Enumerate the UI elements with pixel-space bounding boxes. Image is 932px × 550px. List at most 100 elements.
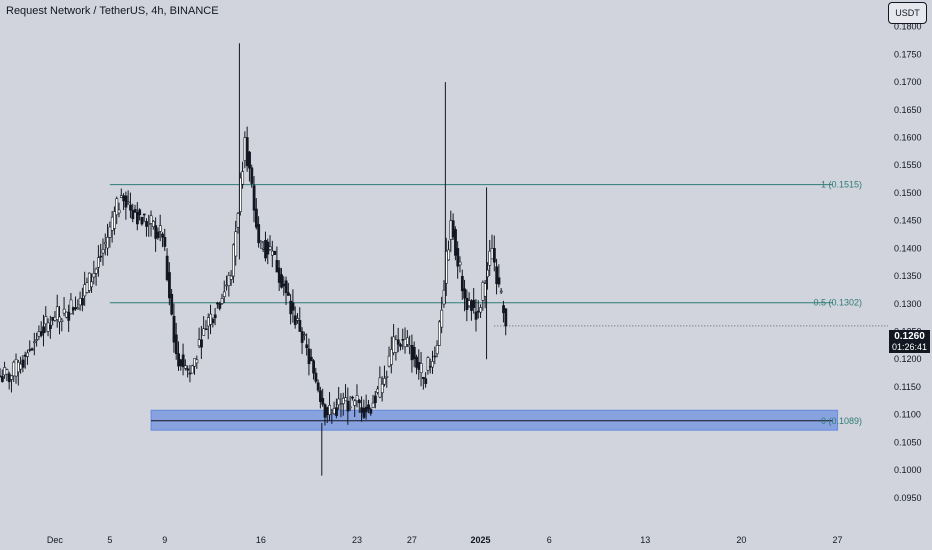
candle-body [435,345,439,355]
x-tick-label: Dec [47,535,64,545]
candle-body [26,352,29,357]
candle-body [204,328,208,331]
x-tick-label: 13 [640,535,650,545]
candle-body [273,250,277,255]
candle-body [426,357,430,371]
candle-body [298,320,302,332]
x-tick-label: 2025 [471,535,491,545]
y-tick-label: 0.1100 [894,410,921,420]
candle-body [307,348,311,365]
candle-body [335,407,338,416]
candle-body [170,293,174,315]
x-tick-label: 9 [162,535,167,545]
candle-body [28,349,32,351]
candle-body [133,209,137,213]
candle-body [142,213,146,216]
candle-body [179,359,183,367]
candle-body [222,291,226,297]
candle-body [364,406,368,413]
candle-body [433,355,437,358]
candle-body [195,359,199,364]
fib-level-label: 1 (0.1515) [821,180,862,190]
candle-body [490,248,494,260]
candle-body [339,403,343,405]
candle-body [284,280,288,294]
candle-body [168,272,171,299]
candle-body [396,339,400,345]
candle-body [293,315,297,325]
candle-body [254,208,258,228]
candle-body [401,339,405,341]
candle-body [378,377,382,398]
candle-body [225,284,229,287]
candle-body [346,400,350,412]
candle-body [367,404,370,410]
candle-body [131,210,135,220]
x-tick-label: 27 [833,535,843,545]
candle-body [103,241,107,245]
candle-body [241,171,245,185]
candle-body [99,255,103,258]
currency-selector[interactable]: USDT [888,2,927,24]
candle-body [403,338,407,347]
candle-body [451,220,455,238]
candle-body [39,331,43,336]
candle-body [126,201,130,204]
candle-body [117,209,121,214]
y-tick-label: 0.1600 [894,133,922,143]
candle-body [67,311,71,321]
candle-body [497,277,501,285]
candle-body [193,358,197,367]
candle-body [42,326,45,334]
candle-body [49,325,52,329]
candle-body [177,353,180,367]
candle-body [481,282,485,301]
candle-body [234,231,238,257]
candle-body [385,376,389,378]
candle-body [332,408,336,415]
candle-body [69,299,73,315]
candle-body [145,221,148,227]
candle-body [232,244,235,277]
support-zone [150,409,839,431]
candle-body [19,363,23,370]
candle-body [323,404,327,418]
candle-body [51,316,55,321]
candle-body [149,215,153,224]
candle-body [129,204,132,211]
candle-body [417,362,421,370]
candle-body [44,316,48,325]
last-price-value: 0.1260 [894,331,925,342]
candle-body [113,211,116,229]
candle-body [245,137,249,167]
candle-body [46,322,50,332]
candle-body [360,407,364,413]
candle-body [330,410,334,413]
candle-body [23,354,27,357]
candle-body [106,236,110,249]
candle-body [456,248,460,267]
candle-body [380,383,384,393]
candle-body [440,309,444,328]
candle-body [101,249,105,254]
x-tick-label: 16 [256,535,266,545]
bar-countdown: 01:26:41 [891,342,928,352]
candle-body [140,216,144,225]
candle-body [190,365,194,374]
candle-body [229,275,233,280]
candle-body [296,318,299,321]
candle-body [351,396,354,399]
candle-body [209,313,213,325]
candle-body [30,348,34,351]
candle-body [10,375,13,380]
candle-body [12,361,16,377]
candle-body [344,397,348,402]
candle-body [248,151,251,169]
candle-body [387,355,391,367]
candle-body [325,407,329,415]
x-tick-label: 5 [107,535,112,545]
candle-body [415,356,418,368]
candle-body [33,341,36,344]
candle-body [408,345,412,348]
